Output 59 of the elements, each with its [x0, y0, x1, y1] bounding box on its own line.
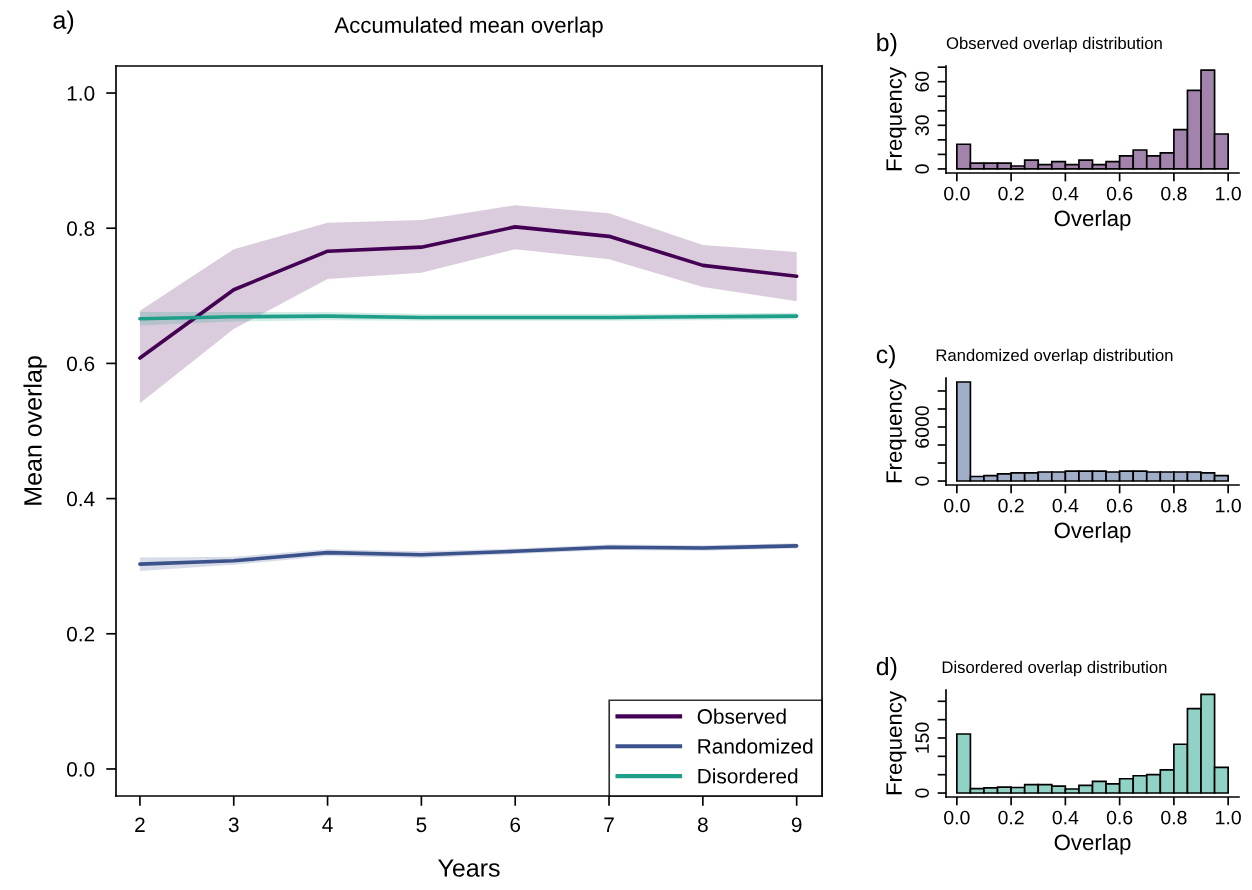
y-tick-label: 60: [915, 71, 929, 92]
y-axis-title: Frequency: [886, 691, 907, 795]
y-tick-label: 0: [915, 788, 929, 798]
x-tick-label: 9: [791, 817, 802, 833]
y-tick-label: 0.0: [67, 761, 95, 777]
x-tick-label: 0.0: [944, 498, 970, 513]
y-axis-title: Mean overlap: [23, 356, 47, 505]
x-tick-label: 0.4: [1052, 498, 1079, 513]
x-tick-label: 0.6: [1106, 186, 1133, 201]
x-axis-title: Overlap: [1054, 833, 1131, 855]
x-tick-label: 1.0: [1216, 186, 1241, 201]
x-tick-label: 5: [416, 817, 427, 833]
x-tick-label: 0.4: [1052, 186, 1079, 201]
text: c): [876, 344, 895, 369]
chart-title: Observed overlap distribution: [946, 36, 1162, 53]
y-tick-label: 30: [915, 115, 929, 136]
y-tick-label: 0: [915, 476, 929, 486]
x-tick-label: 0.4: [1052, 810, 1079, 825]
x-tick-label: 7: [604, 817, 614, 832]
line-series: [138, 225, 799, 360]
y-tick-label: 0.8: [67, 221, 95, 236]
x-tick-label: 0.8: [1161, 186, 1187, 201]
line-series: [138, 544, 799, 566]
x-tick-label: 0.6: [1106, 498, 1133, 513]
chart-title: Randomized overlap distribution: [936, 348, 1173, 365]
y-tick-label: 0.6: [67, 356, 95, 372]
y-tick-label: 0: [915, 164, 929, 174]
y-tick-label: 6000: [915, 406, 929, 448]
text: d): [876, 656, 897, 681]
x-axis-title: Overlap: [1054, 209, 1131, 231]
text: b): [877, 32, 897, 57]
chart-title: Accumulated mean overlap: [334, 16, 603, 38]
x-tick-label: 1.0: [1216, 810, 1241, 825]
text: a): [53, 10, 74, 34]
x-tick-label: 0.0: [944, 186, 970, 201]
chart-title: Disordered overlap distribution: [942, 660, 1167, 677]
legend-label: Disordered: [698, 768, 798, 784]
y-tick-label: 0.2: [67, 626, 95, 642]
x-tick-label: 8: [697, 817, 708, 833]
y-axis-title: Frequency: [886, 67, 907, 171]
x-tick-label: 0.2: [998, 498, 1024, 513]
x-tick-label: 0.8: [1161, 498, 1187, 513]
x-tick-label: 0.8: [1161, 810, 1187, 825]
x-tick-label: 3: [228, 817, 239, 833]
y-axis-title: Frequency: [886, 379, 907, 483]
legend-label: Observed: [697, 708, 786, 724]
x-axis-title: Overlap: [1054, 521, 1131, 543]
x-tick-label: 0.2: [998, 186, 1024, 201]
y-tick-label: 150: [915, 722, 929, 753]
x-tick-label: 6: [510, 817, 521, 833]
x-tick-label: 0.2: [998, 810, 1024, 825]
x-tick-label: 0.6: [1106, 810, 1133, 825]
x-axis-title: Years: [438, 859, 500, 877]
x-tick-label: 2: [135, 817, 145, 832]
x-tick-label: 4: [322, 817, 333, 832]
y-tick-label: 1.0: [67, 86, 95, 101]
legend-label: Randomized: [698, 738, 813, 754]
x-tick-label: 0.0: [944, 810, 970, 825]
x-tick-label: 1.0: [1216, 498, 1241, 513]
